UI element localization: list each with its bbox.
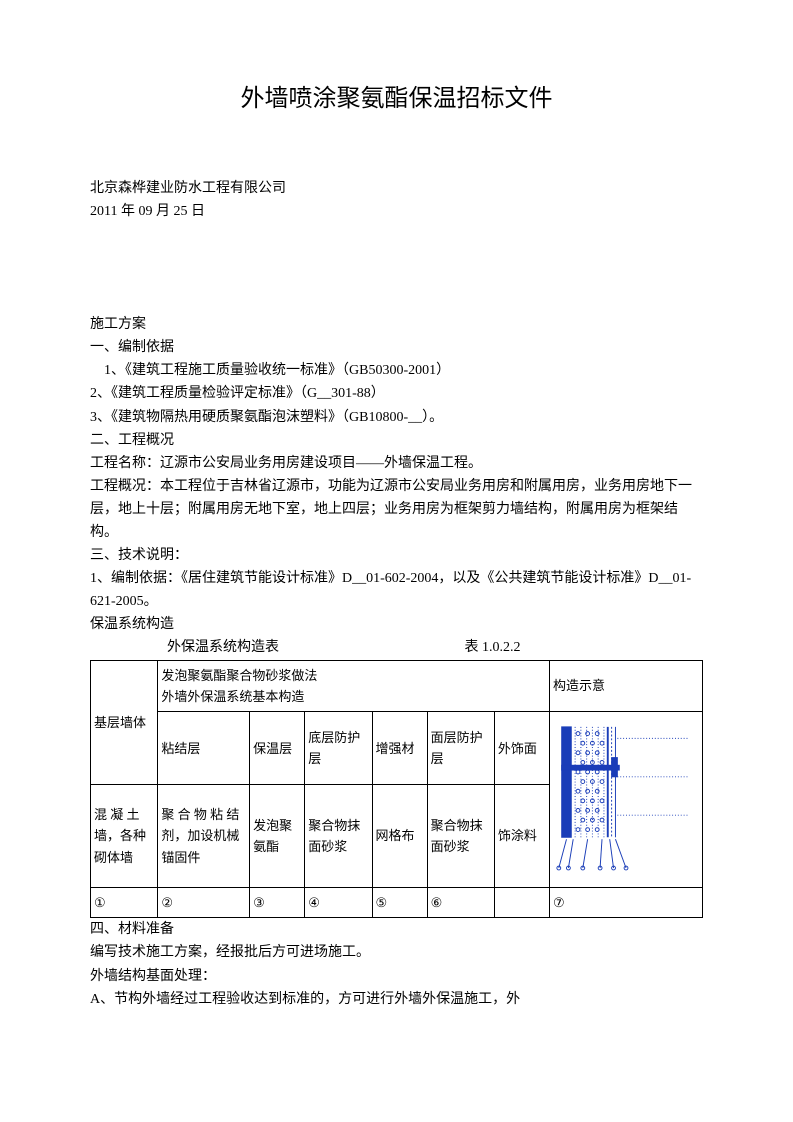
caption-right: 表 1.0.2.2 [283,640,521,655]
th-bottom-protect: 底层防护层 [305,712,372,785]
td-mortar2: 聚合物抹面砂浆 [427,785,494,888]
td-bond: 聚 合 物 粘 结剂，加设机械锚固件 [158,785,250,888]
material-3: A、节构外墙经过工程验收达到标准的，方可进行外墙外保温施工，外 [90,988,703,1011]
heading-1: 一、编制依据 [90,336,703,359]
td-mortar1: 聚合物抹面砂浆 [305,785,372,888]
td-num-4: ④ [305,887,372,917]
heading-4: 四、材料准备 [90,918,703,941]
schematic-diagram [554,716,698,876]
company-block: 北京森桦建业防水工程有限公司 2011 年 09 月 25 日 [90,178,703,223]
th-method: 发泡聚氨酯聚合物砂浆做法 外墙外保温系统基本构造 [158,660,550,712]
basis-2: 2、《建筑工程质量检验评定标准》（G__301-88） [90,382,703,405]
tech-basis: 1、编制依据：《居住建筑节能设计标准》D__01-602-2004，以及《公共建… [90,567,703,613]
table-caption: 外保温系统构造表 表 1.0.2.2 [90,636,703,659]
th-finish: 外饰面 [494,712,549,785]
th-base-wall: 基层墙体 [91,660,158,785]
basis-3: 3、《建筑物隔热用硬质聚氨酯泡沫塑料》（GB10800-__）。 [90,406,703,429]
td-num-7: ⑦ [549,887,702,917]
project-overview: 工程概况：本工程位于吉林省辽源市，功能为辽源市公安局业务用房和附属用房，业务用房… [90,475,703,544]
th-bond-layer: 粘结层 [158,712,250,785]
heading-3: 三、技术说明： [90,544,703,567]
td-mesh: 网格布 [372,785,427,888]
td-foam: 发泡聚氨酯 [250,785,305,888]
td-num-blank [494,887,549,917]
section-plan: 施工方案 [90,313,703,336]
th-top-protect: 面层防护层 [427,712,494,785]
body-content: 施工方案 一、编制依据 1、《建筑工程施工质量验收统一标准》（GB50300-2… [90,313,703,1011]
company-name: 北京森桦建业防水工程有限公司 [90,178,703,200]
th-insulation-layer: 保温层 [250,712,305,785]
material-1: 编写技术施工方案，经报批后方可进场施工。 [90,941,703,964]
td-num-1: ① [91,887,158,917]
th-reinforce: 增强材 [372,712,427,785]
td-num-3: ③ [250,887,305,917]
project-name: 工程名称：辽源市公安局业务用房建设项目——外墙保温工程。 [90,452,703,475]
schematic-diagram-cell [549,712,702,887]
td-wall-type: 混 凝 土墙，各种砌体墙 [91,785,158,888]
td-num-5: ⑤ [372,887,427,917]
structure-table: 基层墙体 发泡聚氨酯聚合物砂浆做法 外墙外保温系统基本构造 构造示意 粘结层 保… [90,660,703,919]
td-num-6: ⑥ [427,887,494,917]
system-structure: 保温系统构造 [90,613,703,636]
basis-1: 1、《建筑工程施工质量验收统一标准》（GB50300-2001） [90,359,703,382]
heading-2: 二、工程概况 [90,429,703,452]
document-date: 2011 年 09 月 25 日 [90,201,703,223]
document-title: 外墙喷涂聚氨酯保温招标文件 [90,80,703,118]
material-2: 外墙结构基面处理： [90,965,703,988]
td-num-2: ② [158,887,250,917]
td-coating: 饰涂料 [494,785,549,888]
caption-left: 外保温系统构造表 [167,640,279,655]
th-schematic: 构造示意 [549,660,702,712]
